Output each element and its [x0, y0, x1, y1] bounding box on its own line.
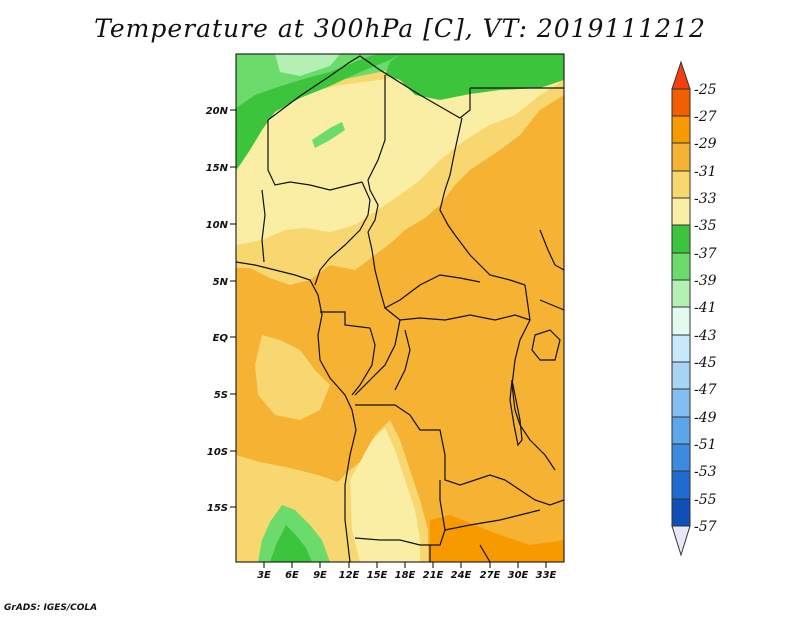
colorbar-swatch [671, 88, 691, 117]
colorbar-label: -43 [694, 328, 717, 344]
border-cameroon-car [367, 231, 481, 309]
lon-label-6e: 6E [285, 570, 299, 581]
colorbar-top-arrow [671, 60, 691, 90]
lon-label-15e: 15E [367, 570, 388, 581]
lon-label-12e: 12E [339, 570, 360, 581]
colorbar-label: -41 [694, 300, 717, 316]
colorbar-label: -37 [694, 246, 717, 262]
latitude-axis: 20N 15N 10N 5N EQ 5S 10S 15S [206, 106, 236, 514]
field-green-blob [312, 122, 345, 148]
lat-label-20n: 20N [206, 106, 229, 117]
colorbar-swatch [671, 334, 691, 363]
field-pale-yellow [236, 58, 564, 245]
colorbar-label: -35 [694, 218, 717, 234]
colorbar-label: -31 [694, 164, 717, 180]
colorbar-swatch [671, 115, 691, 144]
colorbar-swatch [671, 443, 691, 472]
lon-label-18e: 18E [395, 570, 416, 581]
lon-label-33e: 33E [536, 570, 557, 581]
field-pale-yellow-south [350, 428, 420, 562]
border-congo-drc [354, 319, 411, 396]
border-drc-east [511, 284, 556, 471]
field-dark-green-northwest [236, 54, 400, 170]
border-lake-victoria [531, 329, 561, 361]
lon-label-21e: 21E [423, 570, 444, 581]
colorbar-swatch [671, 470, 691, 500]
colorbar-swatch [671, 361, 691, 390]
colorbar-swatch [671, 279, 691, 308]
lat-label-15s: 15S [207, 503, 228, 514]
grads-credit: GrADS: IGES/COLA [4, 603, 98, 613]
temperature-field [236, 54, 564, 562]
border-lake-tanganyika [509, 379, 523, 447]
lon-label-9e: 9E [313, 570, 327, 581]
lat-label-5s: 5S [214, 390, 228, 401]
colorbar-label: -33 [694, 191, 717, 207]
border-southern [429, 509, 541, 562]
border-nigeria [261, 181, 371, 286]
colorbar-swatch [671, 388, 691, 418]
colorbar-label: -57 [694, 519, 717, 535]
plot-frame [235, 53, 565, 563]
lat-label-10n: 10N [206, 220, 229, 231]
colorbar-label: -51 [694, 437, 717, 453]
lon-label-24e: 24E [451, 570, 472, 581]
colorbar-swatch [671, 197, 691, 226]
lat-label-10s: 10S [207, 447, 228, 458]
colorbar-swatch [671, 306, 691, 336]
colorbar-swatch [671, 498, 691, 527]
border-drc-angola [355, 404, 506, 486]
colorbar-label: -27 [694, 109, 717, 125]
longitude-axis: 3E 6E 9E 12E 15E 18E 21E 24E 27E 30E 33E [257, 562, 557, 581]
colorbar-label: -49 [694, 410, 717, 426]
field-light-orange-west [255, 335, 330, 420]
colorbar: -25 -27 -29 -31 -33 -35 -37 -39 -41 -43 … [671, 60, 717, 557]
colorbar-label: -55 [694, 492, 717, 508]
lon-label-30e: 30E [508, 570, 529, 581]
colorbar-swatch [671, 416, 691, 445]
colorbar-bottom-arrow [671, 525, 691, 557]
colorbar-label: -39 [694, 273, 717, 289]
colorbar-swatch [671, 252, 691, 281]
field-pale-green-north [275, 54, 340, 76]
lon-label-27e: 27E [480, 570, 501, 581]
border-east-africa [539, 229, 564, 311]
border-niger-chad [367, 75, 386, 233]
border-west-coast [236, 261, 357, 562]
border-algeria-niger [267, 55, 471, 121]
border-chad-sudan [439, 117, 526, 286]
border-gabon-congo [320, 311, 376, 396]
lat-label-15n: 15N [206, 163, 229, 174]
colorbar-swatch [671, 170, 691, 199]
colorbar-swatch [671, 224, 691, 254]
border-car-drc [384, 307, 531, 321]
colorbar-label: -53 [694, 464, 717, 480]
border-zambia-mozambique [504, 479, 564, 506]
map-title: Temperature at 300hPa [C], VT: 201911121… [94, 14, 706, 43]
border-mali-niger [267, 120, 363, 191]
lon-label-3e: 3E [257, 570, 271, 581]
field-green-north [236, 54, 430, 140]
colorbar-label: -47 [694, 382, 717, 398]
colorbar-label: -29 [694, 136, 717, 152]
lat-label-eq: EQ [213, 333, 229, 344]
country-borders [236, 55, 564, 562]
colorbar-swatch [671, 142, 691, 172]
field-dark-green-southwest [270, 525, 312, 562]
lat-label-5n: 5N [213, 277, 229, 288]
colorbar-label: -25 [694, 82, 717, 98]
colorbar-label: -45 [694, 355, 717, 371]
